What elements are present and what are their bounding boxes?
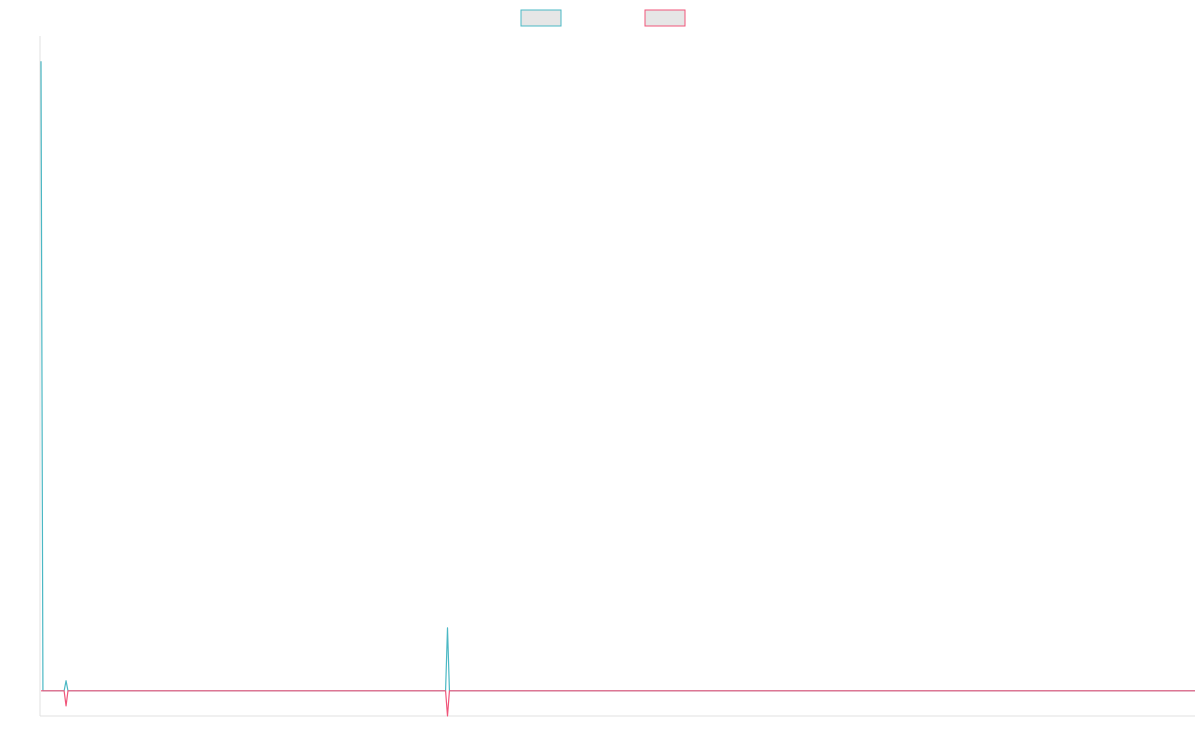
legend-swatch-series-0 (520, 9, 562, 27)
series-1-line (41, 690, 1195, 717)
legend (520, 9, 686, 27)
legend-swatch-series-1 (644, 9, 686, 27)
plot-area (39, 36, 1195, 717)
series-0-line (40, 61, 1195, 692)
